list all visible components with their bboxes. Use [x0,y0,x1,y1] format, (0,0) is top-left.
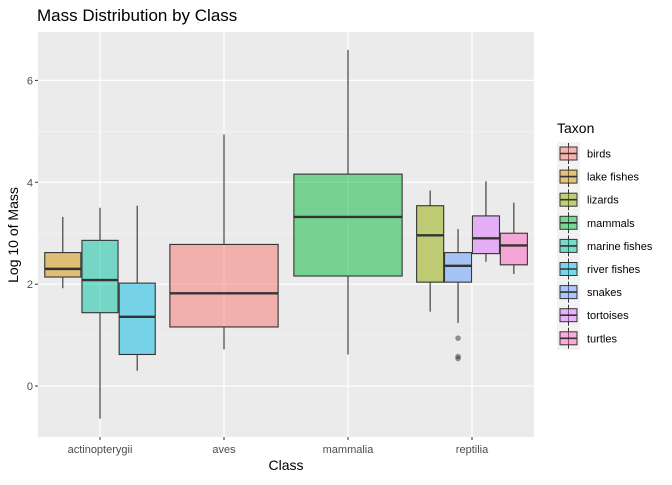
y-axis: 0 2 4 6 [27,75,38,393]
chart-title: Mass Distribution by Class [37,6,237,25]
legend-label-river-fishes: river fishes [587,264,641,276]
legend-label-mammals: mammals [587,218,635,230]
box-snakes-body [443,252,473,283]
legend-label-lake-fishes: lake fishes [587,172,639,184]
box-lizards-body [416,205,445,283]
box-snakes-outlier [455,335,461,341]
box-marine-fishes-body [81,239,119,314]
x-tick-label: reptilia [456,444,489,456]
legend-title: Taxon [557,120,594,136]
x-tick-label: aves [212,444,236,456]
box-turtles-body [499,232,528,266]
legend-label-marine-fishes: marine fishes [587,241,653,253]
legend-label-turtles: turtles [587,333,617,345]
legend-label-birds: birds [587,149,611,161]
boxes [44,49,528,419]
box-snakes-outlier [455,355,461,362]
legend-label-snakes: snakes [587,287,622,299]
y-tick-label: 0 [27,381,33,393]
box-lake-fishes-body [44,252,82,278]
y-axis-title: Log 10 of Mass [5,187,21,283]
box-birds-body [169,243,279,328]
legend-label-lizards: lizards [587,195,619,207]
x-axis: actinopterygii aves mammalia reptilia [68,437,489,456]
box-tortoises-body [471,215,501,255]
y-tick-label: 6 [27,75,33,87]
x-axis-title: Class [268,457,303,473]
plot-panel [38,32,534,437]
x-tick-label: actinopterygii [68,444,133,456]
box-river-fishes-body [118,282,156,356]
box-mammals-body [293,173,403,277]
legend-label-tortoises: tortoises [587,310,629,322]
legend: Taxon birds lake fishes lizards mammals mari… [557,120,653,350]
y-tick-label: 2 [27,279,33,291]
x-tick-label: mammalia [323,444,375,456]
y-tick-label: 4 [27,177,33,189]
